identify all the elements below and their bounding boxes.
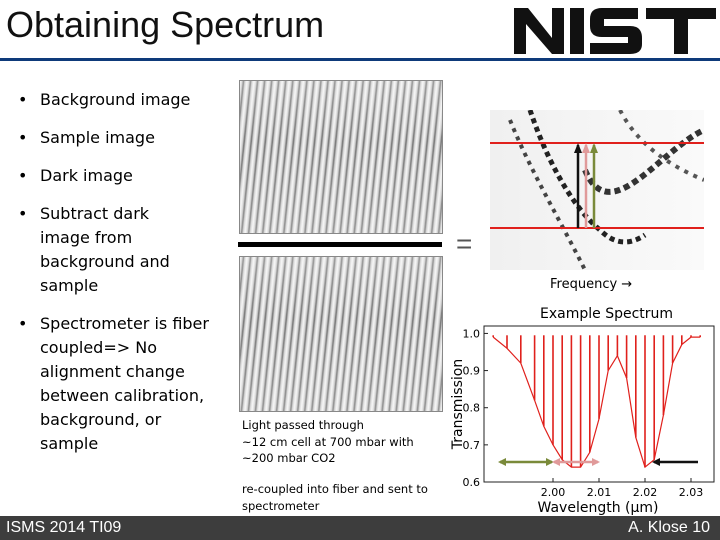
ratio-image <box>490 110 704 270</box>
x-axis-label: Wavelength (μm) <box>538 500 659 516</box>
bullet-item: • Background image <box>18 88 223 112</box>
sample-fringe-image <box>239 256 443 412</box>
x-tick-label: 2.02 <box>633 486 658 499</box>
footer-bar <box>0 516 720 540</box>
footer-author-page: A. Klose 10 <box>628 519 710 536</box>
bullet-text: Dark image <box>40 166 133 185</box>
y-tick-label: 0.8 <box>463 402 481 415</box>
division-bar <box>238 242 442 247</box>
x-tick-label: 2.01 <box>587 486 612 499</box>
caption-continued: re-coupled into fiber and sent to spectr… <box>242 481 428 514</box>
x-tick-label: 2.00 <box>541 486 566 499</box>
x-tick-label: 2.03 <box>679 486 704 499</box>
caption-line: re-coupled into fiber and sent to <box>242 482 428 496</box>
bullet-item: • Spectrometer is fiber coupled=> No alig… <box>18 312 223 456</box>
nist-logo <box>514 8 716 54</box>
bullet-text: Spectrometer is fiber coupled=> No align… <box>40 314 209 453</box>
frequency-label: Frequency → <box>550 277 633 292</box>
background-fringe-image <box>239 80 443 234</box>
y-tick-label: 0.7 <box>463 439 481 452</box>
bullet-list: • Background image • Sample image • Dark im… <box>18 88 223 456</box>
bullet-item: • Subtract dark image from background and… <box>18 202 223 298</box>
title-rule <box>0 58 720 61</box>
caption-line: ~12 cm cell at 700 mbar with <box>242 434 414 449</box>
caption-line: ~200 mbar CO2 <box>242 451 336 465</box>
caption-line: Light passed through <box>242 418 364 432</box>
spectrum-title: Example Spectrum <box>540 306 674 322</box>
bullet-text: Background image <box>40 90 191 109</box>
caption: Light passed through ~12 cm cell at 700 … <box>242 417 414 467</box>
equals-sign: = <box>456 228 473 259</box>
caption-line: spectrometer <box>242 498 320 513</box>
bullet-item: • Sample image <box>18 126 223 150</box>
y-axis-label: Transmission <box>450 359 466 450</box>
bullet-text: Subtract dark image from background and … <box>40 204 170 295</box>
footer-conference: ISMS 2014 TI09 <box>6 519 122 536</box>
y-tick-label: 1.0 <box>463 327 481 340</box>
spectrum-chart: 0.6 0.7 0.8 0.9 1.0 2.00 2.01 2.02 2.03 Transmi… <box>450 325 715 516</box>
bullet-text: Sample image <box>40 128 155 147</box>
y-tick-label: 0.6 <box>463 476 481 489</box>
spectrum-envelope <box>492 336 701 469</box>
bullet-item: • Dark image <box>18 164 223 188</box>
y-tick-label: 0.9 <box>463 365 481 378</box>
page-title: Obtaining Spectrum <box>6 4 325 45</box>
